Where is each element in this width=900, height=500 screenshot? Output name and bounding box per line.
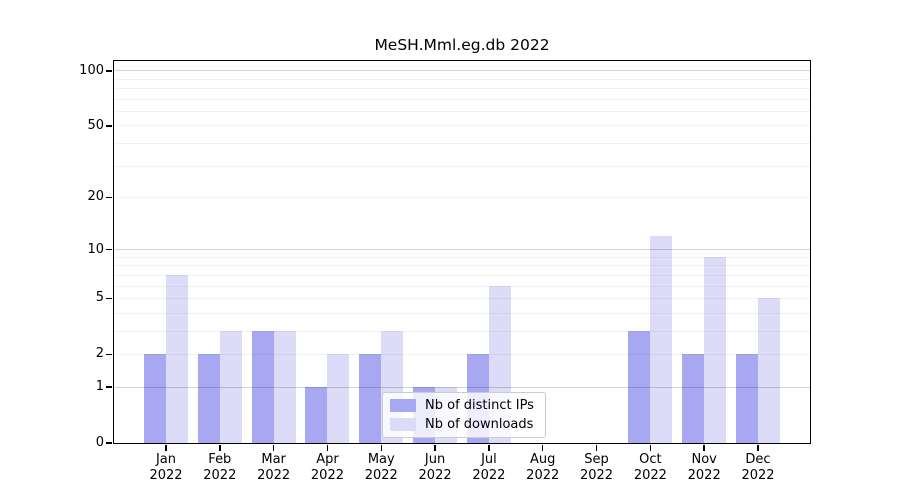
bar-distinct-ips-may [359, 354, 382, 443]
x-axis-tick-label: May 2022 [364, 452, 398, 483]
bar-distinct-ips-mar [251, 331, 274, 443]
x-axis-tick [757, 444, 759, 451]
x-axis-tick [488, 444, 490, 451]
y-axis-tick-label: 10 [87, 241, 104, 257]
minor-gridline [114, 196, 810, 198]
x-axis-tick [595, 444, 598, 451]
minor-gridline [114, 142, 810, 144]
x-axis-tick [165, 444, 167, 451]
y-axis-tick-label: 5 [95, 290, 104, 306]
y-axis-tick-label: 50 [87, 117, 104, 133]
x-axis-tick-label: Jun 2022 [418, 452, 452, 483]
major-gridline [114, 386, 810, 388]
minor-gridline [114, 330, 810, 332]
minor-gridline [114, 274, 810, 276]
x-axis-tick-label: Aug 2022 [526, 452, 560, 483]
major-gridline [114, 249, 810, 251]
x-axis-tick-label: Jan 2022 [149, 452, 183, 483]
bar-distinct-ips-apr [305, 387, 328, 443]
x-axis-tick [326, 444, 329, 451]
legend-entry-distinct-ips: Nb of distinct IPs [390, 398, 534, 413]
plot-area: 0 1 2 5 10 20 50 100 Jan 2022 Feb 2022 Mar 2022 Apr 202… [79, 60, 811, 483]
legend-label-downloads: Nb of downloads [425, 417, 534, 432]
legend-swatch-downloads [390, 418, 416, 431]
x-axis-tick-label: Sep 2022 [579, 452, 614, 483]
x-axis-tick [649, 444, 652, 451]
x-axis-tick-label: Jul 2022 [472, 452, 506, 483]
y-axis-tick-label: 0 [95, 435, 104, 450]
minor-gridline [114, 256, 810, 258]
minor-gridline [114, 297, 810, 299]
legend-entry-downloads: Nb of downloads [390, 417, 534, 432]
minor-gridline [114, 265, 810, 267]
minor-gridline [114, 88, 810, 90]
bar-downloads-jan [166, 275, 188, 443]
minor-gridline [114, 353, 810, 355]
minor-gridline [114, 110, 810, 112]
x-axis-tick [434, 444, 436, 451]
legend: Nb of distinct IPs Nb of downloads [382, 392, 546, 438]
legend-swatch-distinct-ips [390, 399, 416, 412]
x-axis-tick-label: Dec 2022 [741, 452, 775, 483]
bar-downloads-apr [327, 354, 350, 443]
x-axis-tick-label: Oct 2022 [633, 452, 667, 483]
bar-distinct-ips-feb [197, 354, 220, 443]
bar-downloads-dec [758, 298, 780, 443]
y-axis-tick [106, 442, 112, 444]
x-axis-tick [219, 444, 221, 451]
bar-distinct-ips-dec [736, 354, 758, 443]
major-gridline [114, 70, 810, 72]
bar-distinct-ips-nov [682, 354, 705, 443]
x-axis-tick-label: Mar 2022 [257, 452, 291, 483]
x-axis-tick [703, 444, 705, 451]
bar-downloads-feb [219, 331, 242, 443]
chart-title: MeSH.Mml.eg.db 2022 [374, 36, 550, 54]
bar-distinct-ips-jan [144, 354, 166, 443]
minor-gridline [114, 125, 810, 127]
bar-downloads-nov [704, 257, 727, 443]
y-axis-tick [106, 125, 112, 127]
y-axis-tick [106, 297, 112, 300]
minor-gridline [114, 285, 810, 287]
minor-gridline [114, 312, 810, 314]
bar-distinct-ips-oct [628, 331, 651, 443]
y-axis-tick [106, 196, 112, 199]
y-axis-tick [106, 248, 112, 251]
x-axis-tick [272, 444, 275, 451]
minor-gridline [114, 98, 810, 100]
y-axis-tick-label: 2 [95, 346, 104, 362]
y-axis-tick-label: 1 [95, 379, 104, 395]
x-axis-tick-label: Nov 2022 [687, 452, 721, 483]
y-axis-tick-label: 100 [79, 62, 104, 78]
bar-downloads-oct [650, 236, 673, 443]
minor-gridline [114, 78, 810, 80]
x-axis-tick [541, 444, 544, 451]
minor-gridline [114, 165, 810, 167]
y-axis-tick-label: 20 [87, 189, 104, 205]
y-axis-tick [106, 353, 112, 356]
legend-label-distinct-ips: Nb of distinct IPs [425, 398, 534, 413]
bar-downloads-mar [273, 331, 296, 443]
y-axis-tick [106, 386, 112, 388]
x-axis-tick-label: Apr 2022 [310, 452, 344, 483]
y-axis-tick [106, 70, 112, 72]
x-axis-tick [380, 444, 383, 451]
x-axis-tick-label: Feb 2022 [203, 452, 237, 483]
